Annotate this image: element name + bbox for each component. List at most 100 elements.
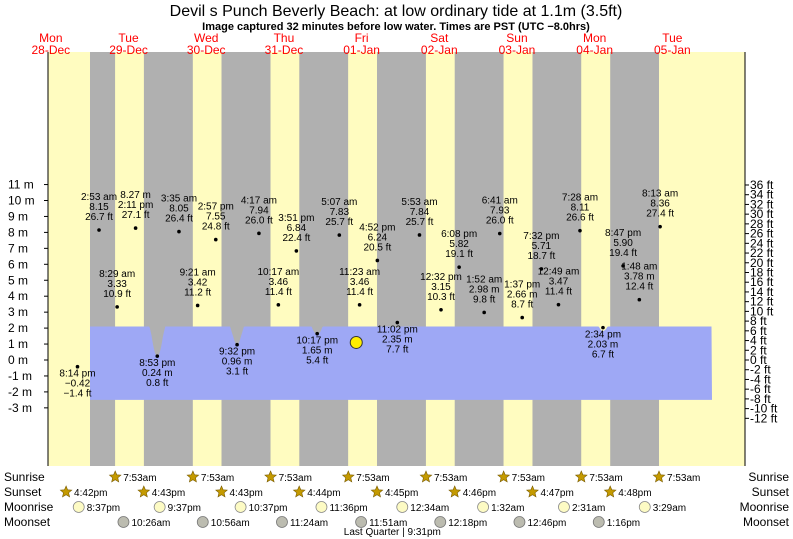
moonrise-time: 2:31am xyxy=(572,503,605,514)
tide-label: 2.35 m xyxy=(382,335,413,346)
tide-label: 1:48 am xyxy=(621,262,657,273)
tide-label: 7:28 am xyxy=(562,193,598,204)
tide-label: 3.47 xyxy=(549,277,569,288)
left-tick-label: 6 m xyxy=(8,257,28,271)
tide-label: 2.66 m xyxy=(507,290,538,301)
tide-label: 7.84 xyxy=(410,207,430,218)
moonset-time: 12:46pm xyxy=(527,518,566,529)
tide-label: 5:07 am xyxy=(321,197,357,208)
sun-star-icon xyxy=(652,470,666,483)
day-name-label: Wed xyxy=(194,31,218,45)
left-tick-label: -2 m xyxy=(8,385,32,399)
right-tick-label: 12 ft xyxy=(750,295,774,309)
sun-star-icon xyxy=(264,470,278,483)
tide-label: 2:34 pm xyxy=(585,330,621,341)
moonset-icon xyxy=(196,516,209,528)
post-data-band xyxy=(712,52,745,466)
tide-label: 9:21 am xyxy=(180,267,216,278)
moonrise-icon xyxy=(477,501,489,513)
tide-label: 11.4 ft xyxy=(265,287,292,298)
tide-label: 3.1 ft xyxy=(226,367,248,378)
tide-point xyxy=(115,305,119,309)
chart-subtitle: Image captured 32 minutes before low wat… xyxy=(202,21,590,33)
right-tick-label: 28 ft xyxy=(750,217,774,231)
right-tick-label: 2 ft xyxy=(750,343,767,357)
tide-label: 26.4 ft xyxy=(165,214,193,225)
tide-label: 8.7 ft xyxy=(511,300,533,311)
tide-label: 0.8 ft xyxy=(146,378,168,389)
tide-label: 6.7 ft xyxy=(592,350,614,361)
right-tick-label: 14 ft xyxy=(750,285,774,299)
day-date-label: 30-Dec xyxy=(187,43,226,57)
moonset-time: 11:24am xyxy=(290,518,328,529)
right-tick-label: -8 ft xyxy=(750,392,771,406)
row-label-left: Moonset xyxy=(4,515,51,529)
tide-point xyxy=(457,265,461,269)
tide-label: 5.4 ft xyxy=(306,356,328,367)
tide-label: 8.36 xyxy=(650,199,670,210)
day-name-label: Thu xyxy=(274,31,295,45)
tide-label: 22.4 ft xyxy=(282,233,310,244)
sun-star-icon xyxy=(186,470,200,483)
moonset-time: 1:16pm xyxy=(607,518,640,529)
moonrise-time: 1:32am xyxy=(491,503,524,514)
day-date-label: 29-Dec xyxy=(109,43,148,57)
left-tick-label: 7 m xyxy=(8,241,28,255)
row-label-left: Sunrise xyxy=(4,470,45,484)
moonrise-time: 8:37pm xyxy=(87,503,120,514)
right-tick-label: 34 ft xyxy=(750,188,774,202)
day-date-label: 05-Jan xyxy=(654,43,691,57)
tide-label: 4:17 am xyxy=(241,195,277,206)
tide-label: −1.4 ft xyxy=(63,389,91,400)
left-tick-label: 3 m xyxy=(8,305,28,319)
tide-label: 3.42 xyxy=(188,277,208,288)
tide-label: 8:29 am xyxy=(99,269,135,280)
tide-label: 6:08 pm xyxy=(441,229,477,240)
tide-label: 11.4 ft xyxy=(545,287,572,298)
tide-label: 10.9 ft xyxy=(103,289,131,300)
tide-point xyxy=(97,228,101,232)
current-level-marker xyxy=(349,335,363,349)
moonset-icon xyxy=(355,516,368,528)
moonset-icon xyxy=(513,516,526,528)
tide-label: 8:13 am xyxy=(642,189,678,200)
sunrise-time: 7:53am xyxy=(201,473,234,484)
sunrise-time: 7:53am xyxy=(356,473,389,484)
right-tick-label: 18 ft xyxy=(750,265,774,279)
tide-point xyxy=(497,231,502,236)
sunset-time: 4:44pm xyxy=(307,488,340,499)
tide-label: 7.93 xyxy=(490,206,510,217)
moonrise-icon xyxy=(558,501,570,513)
right-tick-label: 32 ft xyxy=(750,197,774,211)
moonset-time: 10:26am xyxy=(131,518,170,529)
tide-label: 2.03 m xyxy=(588,340,619,351)
sunset-time: 4:47pm xyxy=(540,488,573,499)
moonset-time: 10:56am xyxy=(211,518,250,529)
tide-label: 3.46 xyxy=(269,277,289,288)
tide-point xyxy=(637,297,642,302)
tide-label: 3:35 am xyxy=(161,194,197,205)
right-tick-label: 30 ft xyxy=(750,207,774,221)
tide-label: 3.33 xyxy=(107,279,127,290)
tide-label: 5.82 xyxy=(449,239,469,250)
right-tick-label: 16 ft xyxy=(750,275,774,289)
moonset-icon xyxy=(117,516,130,528)
tide-label: 0.96 m xyxy=(222,357,253,368)
moonrise-icon xyxy=(396,501,409,513)
tide-label: 5.90 xyxy=(613,238,633,249)
row-label-right: Moonrise xyxy=(740,500,790,514)
tide-point xyxy=(337,233,342,237)
tide-point xyxy=(294,249,299,253)
day-date-label: 28-Dec xyxy=(32,43,71,57)
tide-point xyxy=(213,237,218,242)
tide-label: 6.84 xyxy=(287,223,307,234)
tide-label: 2:11 pm xyxy=(118,200,153,211)
water-fill xyxy=(90,326,712,400)
tide-label: 2:53 am xyxy=(81,192,117,203)
day-date-label: 01-Jan xyxy=(343,43,380,57)
tide-point xyxy=(439,307,443,312)
sun-star-icon xyxy=(292,485,306,498)
sun-star-icon xyxy=(108,470,122,483)
night-band xyxy=(299,52,349,466)
row-label-right: Sunset xyxy=(752,485,790,499)
